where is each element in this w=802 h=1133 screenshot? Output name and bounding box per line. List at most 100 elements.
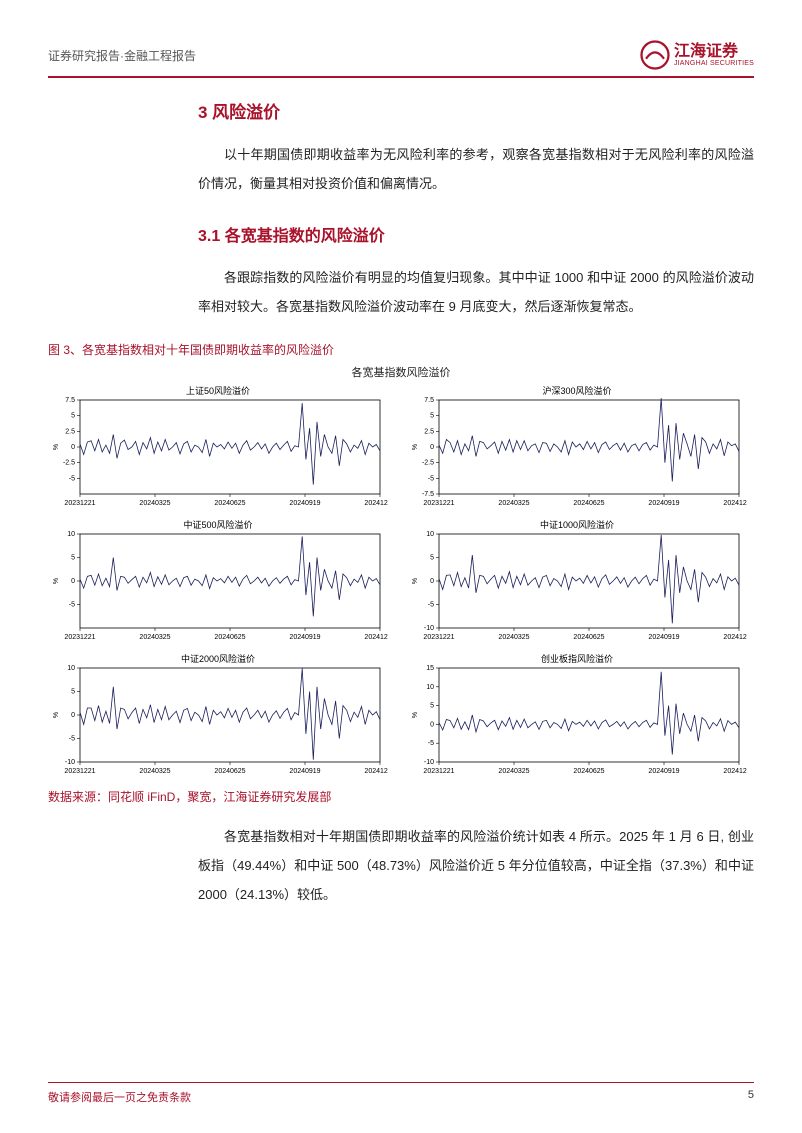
svg-text:15: 15 xyxy=(426,665,434,672)
svg-text:-2.5: -2.5 xyxy=(422,460,434,467)
svg-text:20240625: 20240625 xyxy=(214,768,245,775)
svg-text:%: % xyxy=(53,712,60,718)
chart-hs300: 沪深300风险溢价 -7.5 -5 -2.5 0 2.5 5 7.5% 20231221 2024… xyxy=(407,384,747,512)
svg-text:20240625: 20240625 xyxy=(214,634,245,641)
svg-text:20240325: 20240325 xyxy=(498,634,529,641)
logo-subtext: JIANGHAI SECURITIES xyxy=(674,60,754,67)
svg-text:20240325: 20240325 xyxy=(498,768,529,775)
svg-text:%: % xyxy=(53,444,60,450)
header-category: 证券研究报告·金融工程报告 xyxy=(48,47,196,64)
logo-text: 江海证券 xyxy=(674,44,754,60)
section-3-1-para: 各跟踪指数的风险溢价有明显的均值复归现象。其中中证 1000 和中证 2000 … xyxy=(198,264,754,321)
svg-text:20241219: 20241219 xyxy=(723,500,747,507)
svg-text:20240625: 20240625 xyxy=(214,500,245,507)
svg-text:-2.5: -2.5 xyxy=(63,460,75,467)
section-3-1-title: 3.1 各宽基指数的风险溢价 xyxy=(198,222,754,246)
svg-text:-10: -10 xyxy=(65,759,75,766)
svg-text:7.5: 7.5 xyxy=(424,397,434,404)
svg-text:0: 0 xyxy=(430,444,434,451)
svg-text:%: % xyxy=(412,444,419,450)
svg-text:20241219: 20241219 xyxy=(364,634,388,641)
svg-text:5: 5 xyxy=(71,555,75,562)
chart-zz2000: 中证2000风险溢价 -10 -5 0 5 10% 20231221 20240325 2024… xyxy=(48,652,388,780)
figure-3-source: 数据来源：同花顺 iFinD，聚宽，江海证券研究发展部 xyxy=(48,788,754,805)
svg-text:-5: -5 xyxy=(428,602,434,609)
svg-text:上证50风险溢价: 上证50风险溢价 xyxy=(186,385,250,396)
footer-disclaimer: 敬请参阅最后一页之免责条款 xyxy=(48,1089,191,1105)
svg-text:20240325: 20240325 xyxy=(139,768,170,775)
chart-zz500: 中证500风险溢价 -5 0 5 10% 20231221 20240325 20240625… xyxy=(48,518,388,646)
svg-text:-5: -5 xyxy=(69,476,75,483)
svg-text:5: 5 xyxy=(430,703,434,710)
svg-text:5: 5 xyxy=(430,555,434,562)
svg-text:-5: -5 xyxy=(69,736,75,743)
svg-text:20240919: 20240919 xyxy=(289,634,320,641)
svg-text:20240919: 20240919 xyxy=(648,634,679,641)
section-3-para: 以十年期国债即期收益率为无风险利率的参考，观察各宽基指数相对于无风险利率的风险溢… xyxy=(198,141,754,198)
svg-text:中证500风险溢价: 中证500风险溢价 xyxy=(183,519,252,530)
svg-text:20240325: 20240325 xyxy=(498,500,529,507)
svg-text:-10: -10 xyxy=(424,625,434,632)
svg-text:10: 10 xyxy=(67,665,75,672)
svg-text:5: 5 xyxy=(430,413,434,420)
page-number: 5 xyxy=(748,1089,754,1105)
charts-grid: 上证50风险溢价 -5 -2.5 0 2.5 5 7.5% 20231221 20240325 2… xyxy=(48,384,754,780)
svg-text:20241219: 20241219 xyxy=(723,634,747,641)
svg-text:10: 10 xyxy=(426,684,434,691)
svg-text:7.5: 7.5 xyxy=(65,397,75,404)
svg-text:0: 0 xyxy=(71,444,75,451)
svg-text:-5: -5 xyxy=(69,602,75,609)
svg-text:0: 0 xyxy=(71,712,75,719)
svg-text:20231221: 20231221 xyxy=(64,500,95,507)
svg-text:20240325: 20240325 xyxy=(139,500,170,507)
svg-text:0: 0 xyxy=(430,578,434,585)
svg-text:20231221: 20231221 xyxy=(64,634,95,641)
chart-zz1000: 中证1000风险溢价 -10 -5 0 5 10% 20231221 20240325 2024… xyxy=(407,518,747,646)
section-3-title: 3 风险溢价 xyxy=(198,98,754,123)
svg-text:-5: -5 xyxy=(428,476,434,483)
svg-text:5: 5 xyxy=(71,689,75,696)
svg-text:20240919: 20240919 xyxy=(648,500,679,507)
svg-text:20231221: 20231221 xyxy=(423,768,454,775)
chart-cyb: 创业板指风险溢价 -10 -5 0 5 10 15% 20231221 20240325 2024… xyxy=(407,652,747,780)
svg-text:20240919: 20240919 xyxy=(289,500,320,507)
svg-text:10: 10 xyxy=(67,531,75,538)
svg-text:20240625: 20240625 xyxy=(573,634,604,641)
svg-text:20240919: 20240919 xyxy=(289,768,320,775)
svg-text:%: % xyxy=(412,712,419,718)
svg-text:%: % xyxy=(53,578,60,584)
svg-text:沪深300风险溢价: 沪深300风险溢价 xyxy=(542,385,611,396)
svg-text:20240625: 20240625 xyxy=(573,768,604,775)
svg-text:2.5: 2.5 xyxy=(65,429,75,436)
company-logo: 江海证券 JIANGHAI SECURITIES xyxy=(640,40,754,70)
chart-sz50: 上证50风险溢价 -5 -2.5 0 2.5 5 7.5% 20231221 20240325 2… xyxy=(48,384,388,512)
figure-3-main-title: 各宽基指数风险溢价 xyxy=(48,364,754,380)
after-figure-para: 各宽基指数相对十年期国债即期收益率的风险溢价统计如表 4 所示。2025 年 1… xyxy=(198,823,754,909)
svg-text:0: 0 xyxy=(430,722,434,729)
svg-text:5: 5 xyxy=(71,413,75,420)
svg-text:2.5: 2.5 xyxy=(424,429,434,436)
svg-text:10: 10 xyxy=(426,531,434,538)
svg-text:20241219: 20241219 xyxy=(723,768,747,775)
svg-text:-5: -5 xyxy=(428,741,434,748)
svg-text:20240919: 20240919 xyxy=(648,768,679,775)
header-logo-area: 江海证券 JIANGHAI SECURITIES xyxy=(640,40,754,70)
figure-3-caption: 图 3、各宽基指数相对十年国债即期收益率的风险溢价 xyxy=(48,341,754,358)
svg-text:20240625: 20240625 xyxy=(573,500,604,507)
page-footer: 敬请参阅最后一页之免责条款 5 xyxy=(48,1082,754,1105)
svg-text:20241219: 20241219 xyxy=(364,768,388,775)
svg-text:20231221: 20231221 xyxy=(423,634,454,641)
svg-text:%: % xyxy=(412,578,419,584)
svg-text:中证2000风险溢价: 中证2000风险溢价 xyxy=(181,653,255,664)
svg-text:-10: -10 xyxy=(424,759,434,766)
svg-text:-7.5: -7.5 xyxy=(422,491,434,498)
svg-text:20231221: 20231221 xyxy=(423,500,454,507)
svg-text:中证1000风险溢价: 中证1000风险溢价 xyxy=(540,519,614,530)
svg-text:20231221: 20231221 xyxy=(64,768,95,775)
logo-icon xyxy=(640,40,670,70)
svg-text:20241219: 20241219 xyxy=(364,500,388,507)
page-header: 证券研究报告·金融工程报告 江海证券 JIANGHAI SECURITIES xyxy=(48,40,754,78)
svg-text:0: 0 xyxy=(71,578,75,585)
svg-text:20240325: 20240325 xyxy=(139,634,170,641)
svg-text:创业板指风险溢价: 创业板指风险溢价 xyxy=(541,653,613,664)
